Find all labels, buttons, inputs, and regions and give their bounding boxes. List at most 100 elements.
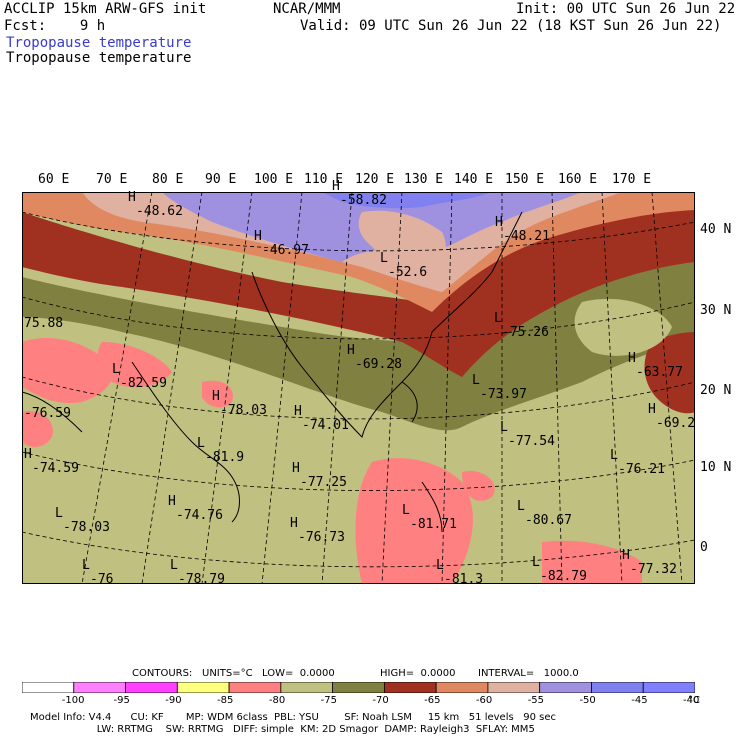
lat-label: 30 N xyxy=(700,303,732,318)
map-label: -69.2 xyxy=(656,416,696,431)
colorbar-label: -65 xyxy=(424,695,441,706)
map-label: -82.59 xyxy=(120,376,167,391)
field-band-65b xyxy=(644,332,695,414)
map-label: -48.62 xyxy=(136,204,183,219)
colorbar-swatch xyxy=(383,682,437,693)
colorbar-label: -80 xyxy=(268,695,286,706)
model-info-line2: LW: RRTMG SW: RRTMG DIFF: simple KM: 2D … xyxy=(30,724,535,735)
colorbar-label: °C xyxy=(688,695,700,706)
lat-label: 20 N xyxy=(700,383,732,398)
map-label: -46.97 xyxy=(262,243,309,258)
map-label: -74.59 xyxy=(32,461,79,476)
colorbar-swatch xyxy=(642,682,695,693)
map-label: -76 xyxy=(90,572,114,587)
header-line1-left: ACCLIP 15km ARW-GFS init xyxy=(4,1,207,17)
pressure-center-marker: L xyxy=(436,558,444,573)
lon-label: 90 E xyxy=(205,172,237,187)
pressure-center-marker: H xyxy=(212,389,220,404)
pressure-center-marker: L xyxy=(532,555,540,570)
field-band-45 xyxy=(322,192,492,209)
map-label: -81.9 xyxy=(205,450,245,465)
pressure-center-marker: H xyxy=(290,516,298,531)
pressure-center-marker: H xyxy=(495,215,503,230)
contours-high: HIGH= 0.0000 xyxy=(380,668,456,679)
map-label: -77.32 xyxy=(630,562,677,577)
pressure-center-marker: H xyxy=(128,190,136,205)
map-label: -48.21 xyxy=(503,229,550,244)
contours-label: CONTOURS: xyxy=(132,668,193,679)
map-label: -81.3 xyxy=(444,572,484,587)
pressure-center-marker: L xyxy=(82,558,90,573)
header-line1-center: NCAR/MMM xyxy=(273,1,341,17)
map-label: -74.01 xyxy=(302,418,349,433)
colorbar-label: -95 xyxy=(113,695,130,706)
lon-label: 120 E xyxy=(355,172,395,187)
pressure-center-marker: L xyxy=(402,503,410,518)
contours-interval: INTERVAL= 1000.0 xyxy=(478,668,579,679)
pressure-center-marker: L xyxy=(472,373,480,388)
colorbar-swatch xyxy=(539,682,592,693)
colorbar-label: -70 xyxy=(372,695,389,706)
colorbar-label: -100 xyxy=(61,695,85,706)
colorbar-swatch xyxy=(176,682,230,693)
lat-label: 40 N xyxy=(700,222,732,237)
model-info-line1: Model Info: V4.4 CU: KF MP: WDM 6class P… xyxy=(30,712,556,723)
pressure-center-marker: L xyxy=(500,420,508,435)
map-label: -52.6 xyxy=(388,265,428,280)
colorbar-label: -45 xyxy=(631,695,648,706)
pressure-center-marker: L xyxy=(170,558,178,573)
header-line2-left: Fcst: 9 h xyxy=(4,18,106,34)
map-label: -77.54 xyxy=(508,434,555,449)
pressure-center-marker: H xyxy=(292,461,300,476)
map-label: -63.77 xyxy=(636,365,683,380)
colorbar-swatch xyxy=(22,682,75,693)
colorbar-label: -85 xyxy=(217,695,234,706)
pressure-center-marker: L xyxy=(55,506,63,521)
lon-label: 80 E xyxy=(152,172,184,187)
map-label: -76.21 xyxy=(618,462,665,477)
map-label: 75.88 xyxy=(24,316,64,331)
pressure-center-marker: H xyxy=(24,447,32,462)
field-title-1: Tropopause temperature xyxy=(6,35,192,51)
pressure-center-marker: H xyxy=(622,548,630,563)
colorbar-swatch xyxy=(591,682,644,693)
lon-label: 100 E xyxy=(254,172,294,187)
field-title-2: Tropopause temperature xyxy=(6,50,192,66)
pressure-center-marker: H xyxy=(254,229,262,244)
map-label: -82.79 xyxy=(540,569,587,584)
colorbar-swatch xyxy=(435,682,489,693)
lon-label: 60 E xyxy=(38,172,70,187)
map-label: -80.67 xyxy=(525,513,572,528)
colorbar-label: -50 xyxy=(579,695,596,706)
pressure-center-marker: H xyxy=(168,494,176,509)
field-band-70 xyxy=(22,262,695,431)
pressure-center-marker: H xyxy=(294,404,302,419)
pressure-center-marker: H xyxy=(332,179,340,194)
colorbar-swatch xyxy=(228,682,282,693)
pressure-center-marker: H xyxy=(347,343,355,358)
map-label: -69.28 xyxy=(355,357,402,372)
lon-label: 140 E xyxy=(454,172,494,187)
colorbar-label: -90 xyxy=(165,695,182,706)
header-line1-right: Init: 00 UTC Sun 26 Jun 22 xyxy=(516,1,736,17)
pressure-center-marker: L xyxy=(197,436,205,451)
colorbar-label: -55 xyxy=(527,695,545,706)
map-label: -73.97 xyxy=(480,387,527,402)
pressure-center-marker: L xyxy=(380,251,388,266)
pressure-center-marker: L xyxy=(112,362,120,377)
colorbar-label: -40 xyxy=(683,695,700,706)
map-label: -74.76 xyxy=(176,508,223,523)
map-label: -58.82 xyxy=(340,193,387,208)
map-label: -76.73 xyxy=(298,530,345,545)
colorbar-swatch xyxy=(280,682,334,693)
graticule xyxy=(22,192,695,584)
lon-label: 110 E xyxy=(304,172,344,187)
map-label: -78.03 xyxy=(63,520,110,535)
colorbar-label: -60 xyxy=(475,695,493,706)
colorbar-swatch xyxy=(125,682,178,693)
map-label: -75.26 xyxy=(502,325,549,340)
pressure-center-marker: H xyxy=(628,351,636,366)
field-band-65 xyxy=(22,207,695,377)
map-label: -78.03 xyxy=(220,403,267,418)
lon-label: 160 E xyxy=(558,172,598,187)
